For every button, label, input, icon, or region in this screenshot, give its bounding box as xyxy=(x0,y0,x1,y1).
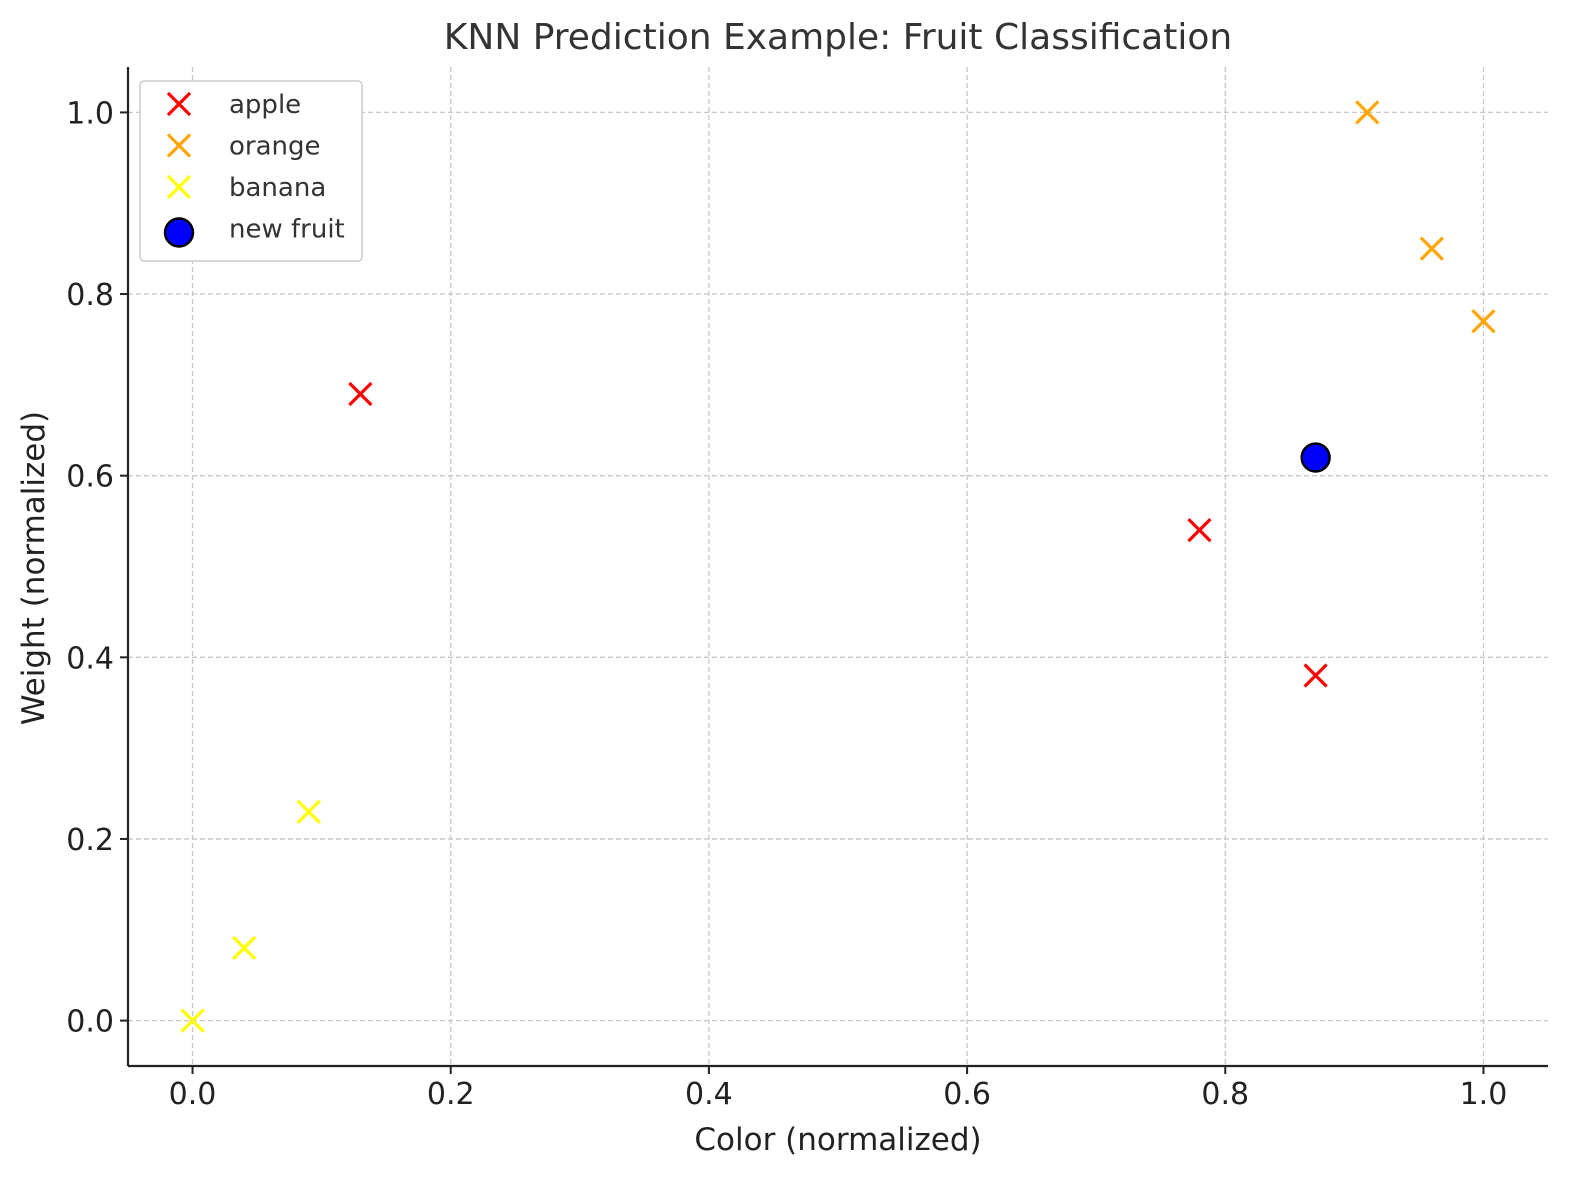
apple-point xyxy=(1303,663,1328,688)
x-tick-label: 0.0 xyxy=(169,1077,217,1112)
legend-label-new-fruit: new fruit xyxy=(229,215,345,245)
grid xyxy=(128,67,1548,1066)
y-tick-label: 0.2 xyxy=(66,823,114,858)
y-axis-title: Weight (normalized) xyxy=(16,411,52,725)
y-tick-label: 0.6 xyxy=(66,460,114,495)
orange-point xyxy=(1471,309,1496,334)
chart-title: KNN Prediction Example: Fruit Classifica… xyxy=(444,17,1232,58)
y-tick-label: 0.0 xyxy=(66,1005,114,1040)
legend-marker-apple xyxy=(166,91,192,117)
banana-point xyxy=(180,1008,205,1033)
banana-point xyxy=(232,935,257,961)
x-tick-label: 0.4 xyxy=(685,1077,733,1112)
apple-point xyxy=(1187,518,1212,543)
legend: apple orange banana new fruit xyxy=(139,80,363,262)
orange-point xyxy=(1355,100,1380,125)
y-tick-label: 0.4 xyxy=(66,641,114,676)
legend-marker-new-fruit xyxy=(163,217,195,248)
new-fruit-point xyxy=(1300,442,1331,473)
legend-label-banana: banana xyxy=(229,173,326,203)
x-tick-label: 0.2 xyxy=(427,1077,475,1112)
legend-frame xyxy=(139,80,363,262)
data-points xyxy=(180,100,1496,1033)
x-tick-label: 0.8 xyxy=(1201,1077,1249,1112)
x-tick-label: 1.0 xyxy=(1460,1077,1508,1112)
legend-label-apple: apple xyxy=(229,90,301,120)
apple-point xyxy=(348,381,373,407)
axes xyxy=(126,67,1548,1068)
legend-marker-orange xyxy=(166,133,192,158)
banana-point xyxy=(296,799,321,824)
legend-marker-banana xyxy=(166,174,192,200)
orange-point xyxy=(1419,236,1444,261)
x-axis-title: Color (normalized) xyxy=(694,1122,981,1158)
ticks: 0.0 0.2 0.4 0.6 0.8 1.0 0.0 0.2 0.4 0.6 0.8 1.0 xyxy=(66,96,1507,1112)
y-tick-label: 1.0 xyxy=(66,96,114,131)
y-tick-label: 0.8 xyxy=(66,278,114,313)
legend-label-orange: orange xyxy=(229,132,321,162)
x-tick-label: 0.6 xyxy=(943,1077,991,1112)
